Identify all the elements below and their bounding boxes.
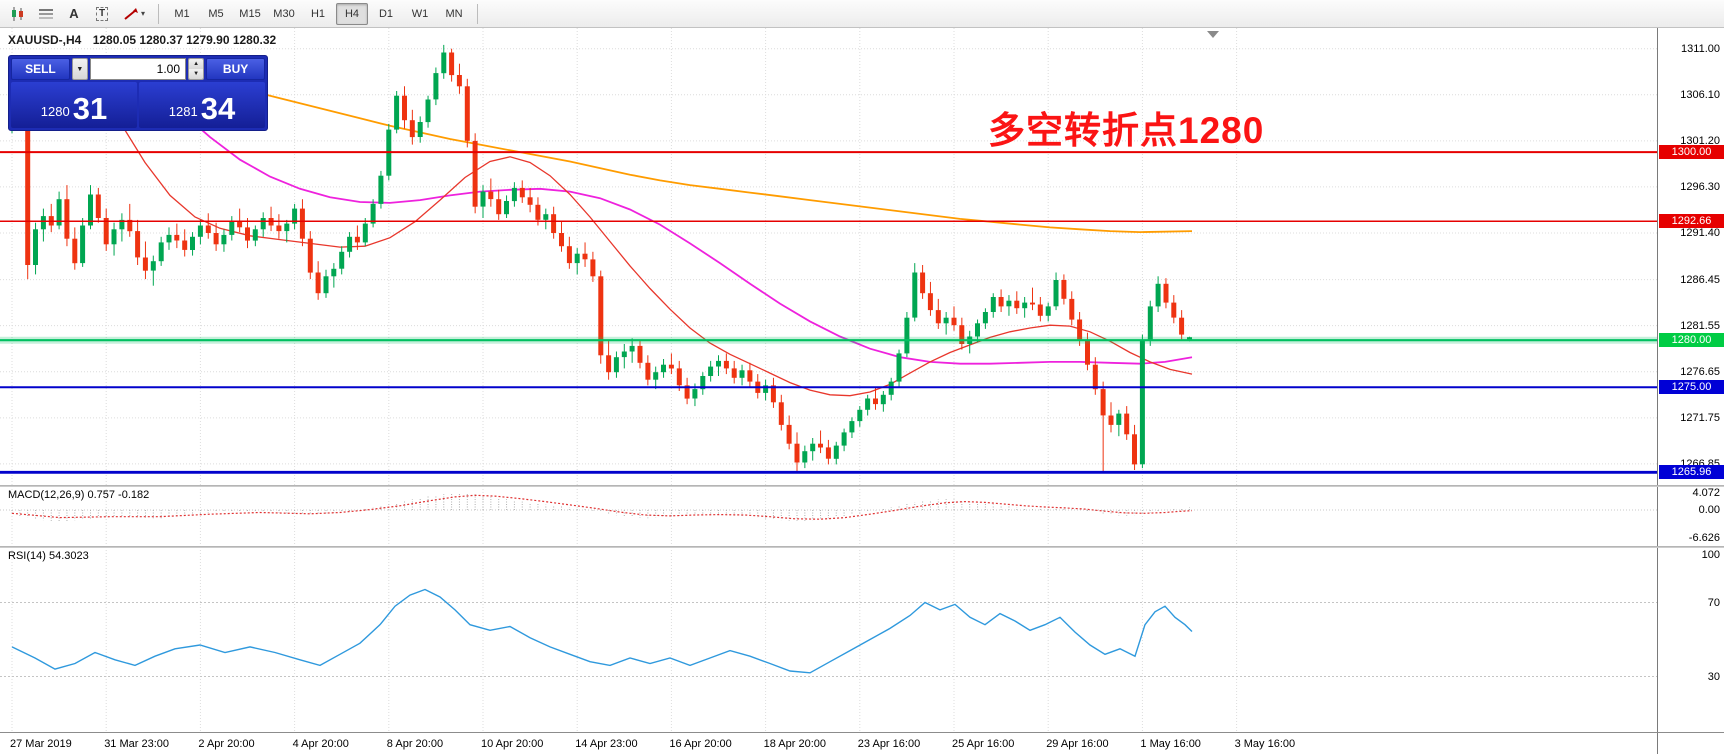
macd-signal-line xyxy=(11,494,1193,520)
time-label: 25 Apr 16:00 xyxy=(952,738,1015,750)
timeframe-button-mn[interactable]: MN xyxy=(445,7,463,20)
buy-quote[interactable]: 1281 34 xyxy=(139,82,265,128)
macd-tick-label: 4.072 xyxy=(1692,486,1720,499)
chart-symbol: XAUUSD-,H4 xyxy=(8,33,82,47)
time-label: 4 Apr 20:00 xyxy=(292,738,349,750)
timeframe-button-h1[interactable]: H1 xyxy=(310,7,326,20)
time-axis[interactable]: 27 Mar 2019 31 Mar 23:00 2 Apr 20:00 4 Apr … xyxy=(0,732,1657,754)
main-chart-canvas[interactable] xyxy=(0,28,1657,486)
price-axis[interactable]: 1311.00 1306.10 1301.20 1296.30 1291.40 1286.… xyxy=(1657,28,1724,754)
trade-panel-quotes: 1280 31 1281 34 xyxy=(11,82,265,128)
rsi-label: RSI(14) 54.3023 xyxy=(8,550,89,562)
buy-price-big: 34 xyxy=(200,91,236,126)
indicator-glyph xyxy=(39,8,53,19)
time-label: 27 Mar 2019 xyxy=(10,738,72,750)
timeframe-button-m1[interactable]: M1 xyxy=(174,7,190,20)
volume-input[interactable] xyxy=(90,58,186,80)
text-tool-icon[interactable]: A xyxy=(60,2,88,26)
price-badge: 1265.96 xyxy=(1659,465,1724,480)
chart-annotation-text[interactable]: 多空转折点1280 xyxy=(988,110,1265,151)
time-label: 23 Apr 16:00 xyxy=(857,738,921,750)
volume-dropdown[interactable]: ▼ xyxy=(71,58,88,80)
sell-price-small: 1280 xyxy=(40,104,70,119)
timeframe-button-m5[interactable]: M5 xyxy=(208,7,224,20)
price-tick-label: 1311.00 xyxy=(1681,42,1720,55)
indicator-list-icon[interactable] xyxy=(32,2,60,26)
price-tick-label: 1296.30 xyxy=(1680,180,1720,193)
time-label: 16 Apr 20:00 xyxy=(669,738,732,750)
chart-ohlc: 1280.05 1280.37 1279.90 1280.32 xyxy=(92,33,277,47)
macd-tick-label: 0.00 xyxy=(1698,504,1720,516)
price-badge: 1280.00 xyxy=(1659,333,1724,348)
chart-workspace: 27 Mar 2019 31 Mar 23:00 2 Apr 20:00 4 Apr … xyxy=(0,28,1724,754)
macd-panel[interactable] xyxy=(0,486,1657,547)
rsi-line xyxy=(11,588,1193,674)
buy-button[interactable]: BUY xyxy=(206,58,265,80)
time-label: 3 May 16:00 xyxy=(1234,738,1296,750)
price-tick-label: 1286.45 xyxy=(1680,273,1720,286)
drawing-tool-icon[interactable]: ▾ xyxy=(116,2,152,26)
rsi-tick-label: 100 xyxy=(1701,549,1720,561)
label-tool-icon[interactable]: T xyxy=(88,2,116,26)
panel-separator[interactable] xyxy=(0,485,1724,487)
rsi-tick-label: 70 xyxy=(1707,596,1720,609)
macd-tick-label: -6.626 xyxy=(1688,531,1720,544)
one-click-trade-panel: SELL ▼ ▲ ▼ BUY 1280 31 1281 34 xyxy=(8,55,268,131)
price-tick-label: 1291.40 xyxy=(1680,227,1720,239)
time-label: 31 Mar 23:00 xyxy=(104,738,170,750)
toolbar-separator xyxy=(477,3,478,24)
sell-quote[interactable]: 1280 31 xyxy=(11,82,137,128)
time-axis-separator xyxy=(0,732,1724,733)
volume-spinner[interactable]: ▲ ▼ xyxy=(188,58,205,80)
candlestick-glyph xyxy=(12,6,23,21)
timeframe-button-m15[interactable]: M15 xyxy=(239,7,261,20)
grid-layer xyxy=(0,28,1657,486)
spin-down-icon[interactable]: ▼ xyxy=(189,69,204,79)
chart-shift-marker xyxy=(1207,31,1219,38)
text-tool-label: A xyxy=(69,6,79,21)
price-tick-label: 1281.55 xyxy=(1680,319,1720,332)
price-tick-label: 1276.65 xyxy=(1680,365,1720,378)
timeframe-button-d1[interactable]: D1 xyxy=(378,7,394,20)
panel-separator[interactable] xyxy=(0,546,1724,548)
price-tick-label: 1271.75 xyxy=(1680,411,1720,424)
macd-label: MACD(12,26,9) 0.757 -0.182 xyxy=(8,489,150,501)
trade-panel-controls: SELL ▼ ▲ ▼ BUY xyxy=(11,58,265,80)
toolbar-chart-tools: A T ▾ xyxy=(4,0,152,27)
price-badge: 1275.00 xyxy=(1659,380,1724,395)
toolbar: A T ▾ M1 M5 M15 M30 H1 H4 D1 W1 MN xyxy=(0,0,1724,28)
price-badge: 1292.66 xyxy=(1659,214,1724,229)
timeframe-button-m30[interactable]: M30 xyxy=(273,7,295,20)
rsi-panel[interactable] xyxy=(0,547,1657,732)
time-label: 29 Apr 16:00 xyxy=(1046,738,1109,750)
toolbar-separator xyxy=(158,3,159,24)
candlestick-chart-icon[interactable] xyxy=(4,2,32,26)
price-tick-label: 1306.10 xyxy=(1680,88,1720,101)
timeframe-button-w1[interactable]: W1 xyxy=(411,7,429,20)
buy-price-small: 1281 xyxy=(168,104,198,119)
macd-histogram xyxy=(11,493,1190,522)
chevron-down-icon: ▾ xyxy=(140,9,145,18)
chart-area[interactable]: 27 Mar 2019 31 Mar 23:00 2 Apr 20:00 4 Apr … xyxy=(0,28,1657,754)
chart-title: XAUUSD-,H4 1280.05 1280.37 1279.90 1280.… xyxy=(8,33,276,47)
time-label: 2 Apr 20:00 xyxy=(198,738,255,750)
label-tool-label: T xyxy=(95,6,109,21)
sell-price-big: 31 xyxy=(72,91,108,126)
ma-fast-red xyxy=(94,80,1193,397)
time-label: 14 Apr 23:00 xyxy=(575,738,638,750)
timeframe-group: M1 M5 M15 M30 H1 H4 D1 W1 MN xyxy=(165,0,471,27)
price-tick-label: 1301.20 xyxy=(1680,134,1720,147)
arrow-glyph xyxy=(124,7,138,20)
time-label: 18 Apr 20:00 xyxy=(763,738,826,750)
price-badge: 1300.00 xyxy=(1659,145,1724,160)
spin-up-icon[interactable]: ▲ xyxy=(189,59,204,69)
timeframe-button-h4[interactable]: H4 xyxy=(336,2,368,25)
time-label: 8 Apr 20:00 xyxy=(386,738,444,750)
time-label: 1 May 16:00 xyxy=(1140,738,1201,750)
sell-button[interactable]: SELL xyxy=(11,58,70,80)
horizontal-lines xyxy=(0,151,1657,474)
rsi-tick-label: 30 xyxy=(1707,670,1720,683)
time-label: 10 Apr 20:00 xyxy=(481,738,544,750)
ma-mid-magenta xyxy=(181,111,1193,365)
